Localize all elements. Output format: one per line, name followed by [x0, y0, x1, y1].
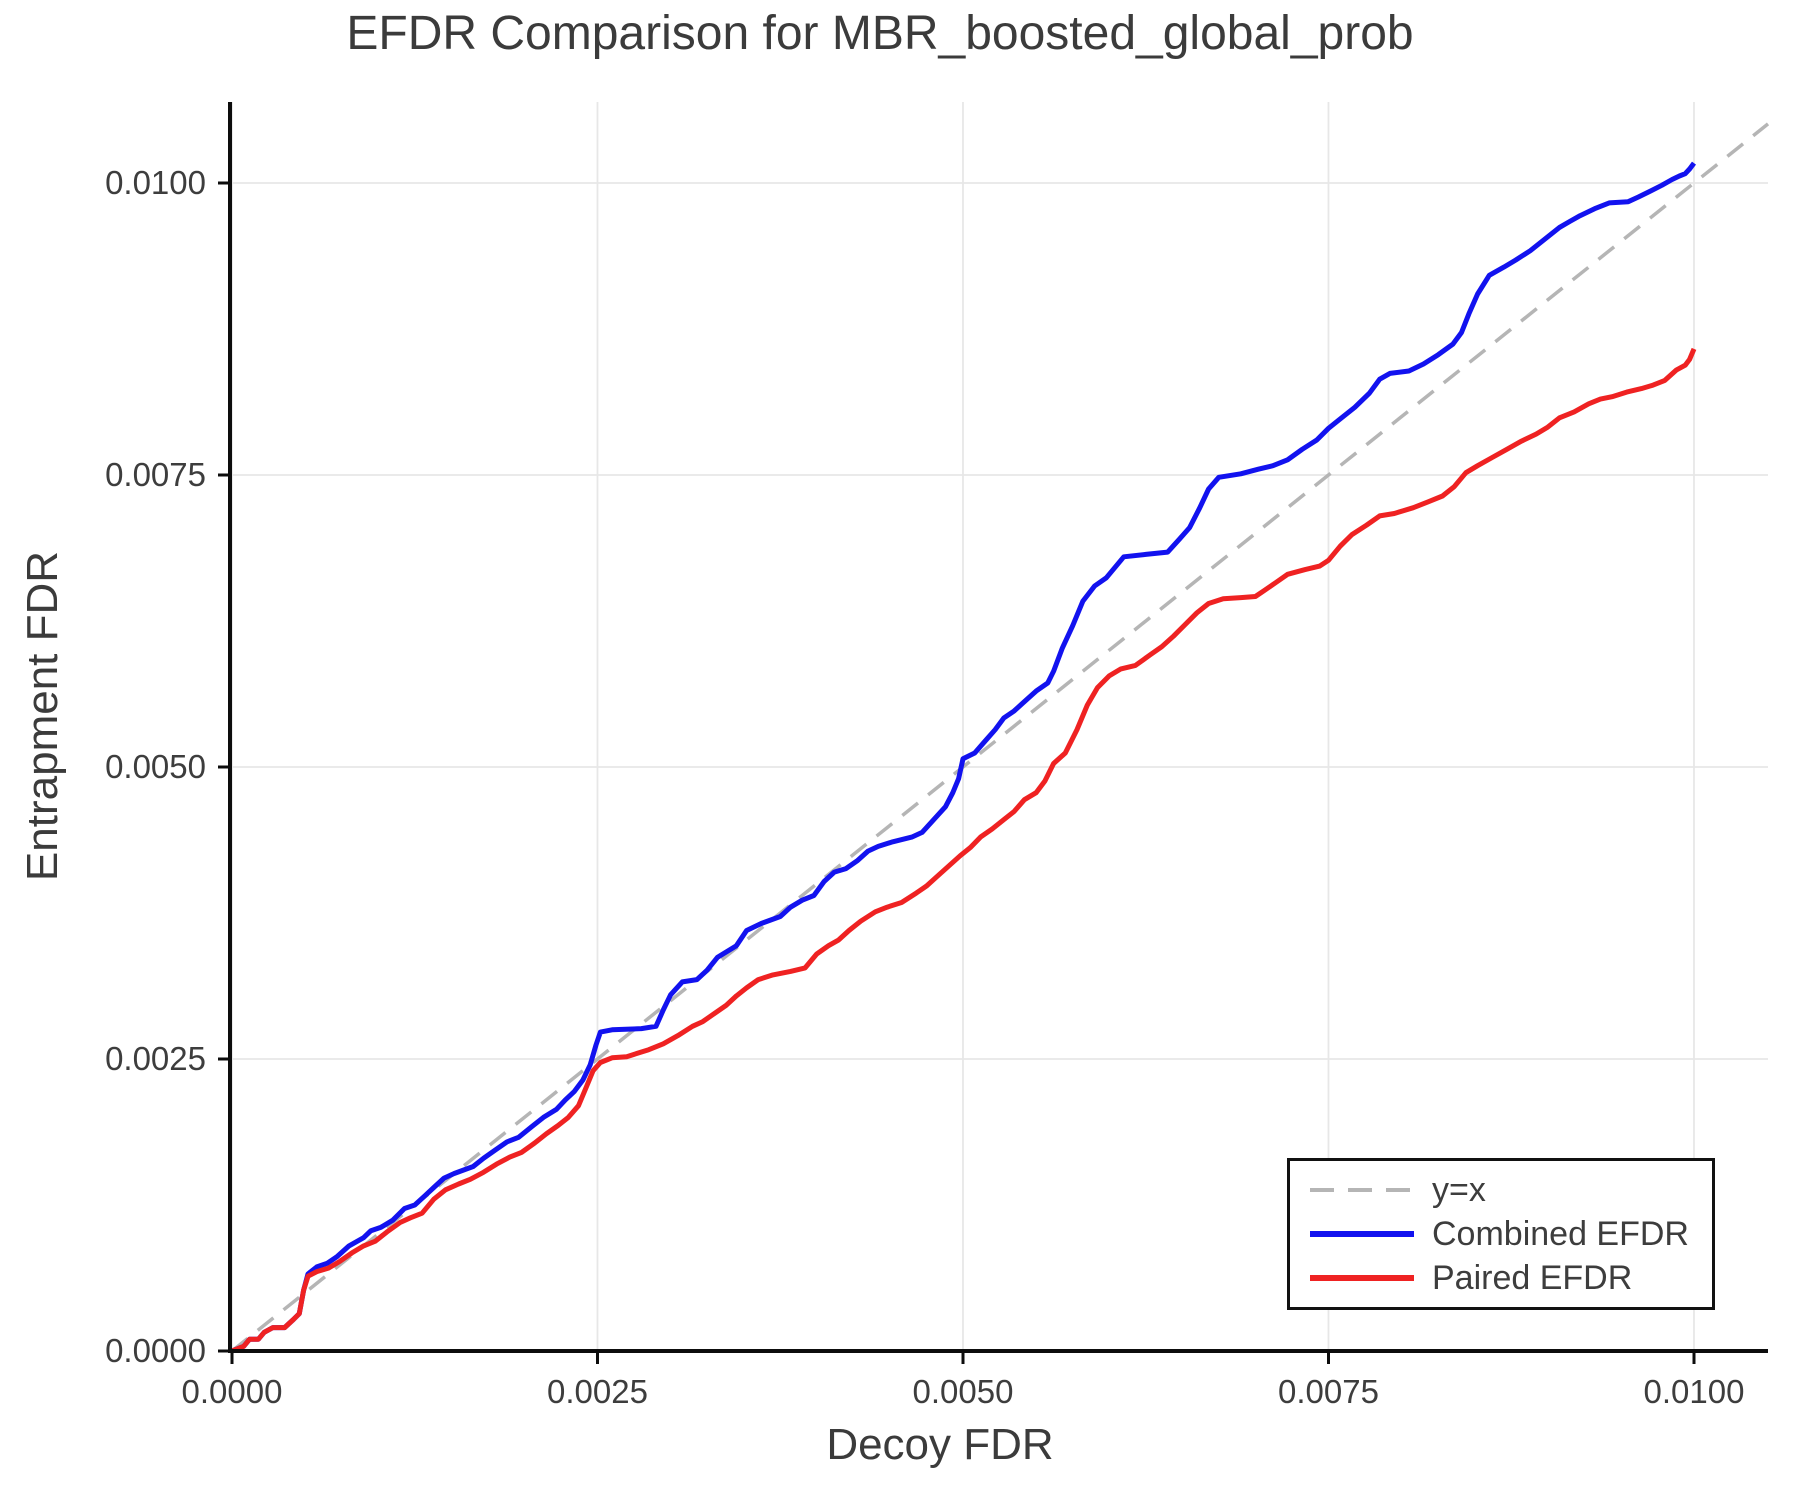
y-tick-label: 0.0025 [105, 1040, 206, 1077]
legend-item-identity: y=x [1308, 1170, 1712, 1210]
x-tick-label: 0.0050 [913, 1373, 1014, 1410]
x-tick-label: 0.0025 [547, 1373, 648, 1410]
y-tick-label: 0.0075 [105, 456, 206, 493]
y-tick-label: 0.0000 [105, 1332, 206, 1369]
chart-title: EFDR Comparison for MBR_boosted_global_p… [346, 7, 1414, 60]
x-tick-label: 0.0000 [182, 1373, 283, 1410]
legend-line-sample-paired [1310, 1275, 1414, 1281]
y-axis-label: Entrapment FDR [18, 550, 67, 882]
x-tick-label: 0.0100 [1644, 1373, 1745, 1410]
series-paired-efdr [231, 347, 1697, 1354]
legend-item-combined: Combined EFDR [1308, 1214, 1712, 1254]
legend-label-identity: y=x [1432, 1171, 1486, 1209]
legend-label-combined: Combined EFDR [1432, 1215, 1689, 1253]
x-axis-label: Decoy FDR [826, 1420, 1054, 1469]
legend-line-sample-dashed [1310, 1188, 1414, 1192]
legend-box: y=x Combined EFDR Paired EFDR [1287, 1158, 1715, 1310]
legend-label-paired: Paired EFDR [1432, 1259, 1633, 1297]
legend-line-sample-combined [1310, 1231, 1414, 1237]
series-combined-efdr [231, 161, 1697, 1354]
y-tick-label: 0.0050 [105, 748, 206, 785]
x-tick-label: 0.0075 [1278, 1373, 1379, 1410]
legend-item-paired: Paired EFDR [1308, 1258, 1712, 1298]
y-tick-label: 0.0100 [105, 164, 206, 201]
